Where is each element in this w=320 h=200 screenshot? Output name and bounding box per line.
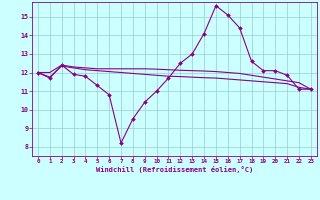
X-axis label: Windchill (Refroidissement éolien,°C): Windchill (Refroidissement éolien,°C) <box>96 166 253 173</box>
